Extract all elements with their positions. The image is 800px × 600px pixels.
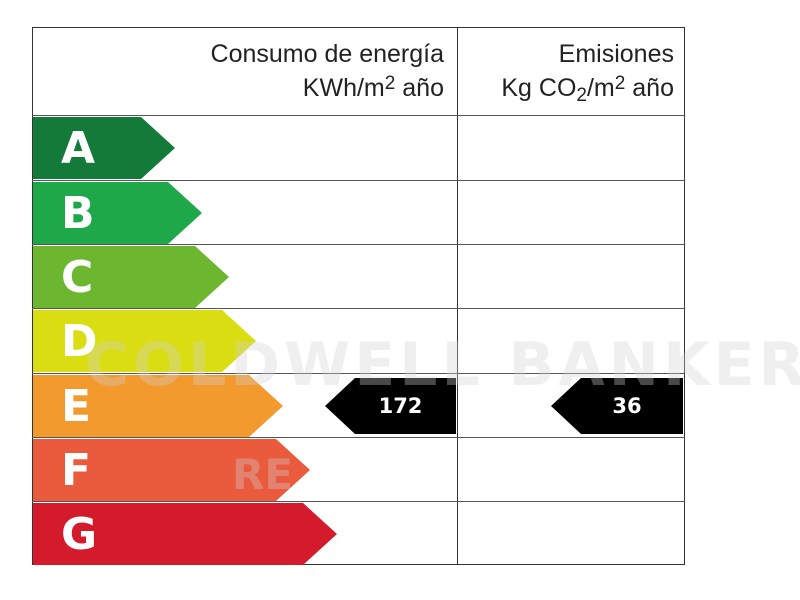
band-e: E <box>33 375 283 437</box>
band-letter: B <box>61 188 97 239</box>
column-divider <box>457 27 458 565</box>
band-a: A <box>33 117 175 179</box>
energy-label-frame <box>32 27 685 565</box>
band-g: G <box>33 503 337 565</box>
band-letter: A <box>61 123 98 174</box>
row-line <box>32 115 685 116</box>
row-line <box>32 437 685 438</box>
band-c: C <box>33 246 229 308</box>
band-letter: E <box>61 381 94 432</box>
band-letter: F <box>61 445 94 496</box>
emissions-header: Emisiones Kg CO2/m2 año <box>462 37 674 105</box>
emissions-header-unit: Kg CO2/m2 año <box>501 73 674 106</box>
energy-header-title: Consumo de energía <box>210 40 444 68</box>
band-d: D <box>33 310 256 372</box>
energy-rating-value: 172 <box>378 394 423 418</box>
row-line <box>32 244 685 245</box>
row-line <box>32 180 685 181</box>
energy-rating-marker: 172 <box>325 378 456 434</box>
band-letter: C <box>61 252 96 303</box>
energy-header-unit: KWh/m2 año <box>302 73 444 102</box>
band-f: F <box>33 439 310 501</box>
row-line <box>32 373 685 374</box>
energy-consumption-header: Consumo de energía KWh/m2 año <box>60 37 444 105</box>
band-b: B <box>33 182 202 244</box>
emissions-rating-marker: 36 <box>551 378 683 434</box>
row-line <box>32 308 685 309</box>
row-line <box>32 501 685 502</box>
emissions-header-title: Emisiones <box>558 40 674 68</box>
band-letter: G <box>61 509 100 560</box>
band-letter: D <box>61 316 100 367</box>
emissions-rating-value: 36 <box>612 394 642 418</box>
